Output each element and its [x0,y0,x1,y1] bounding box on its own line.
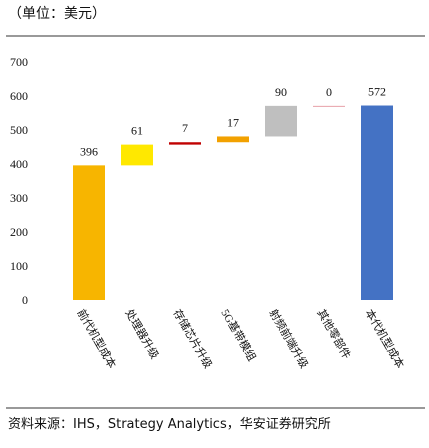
y-tick-label: 400 [10,157,28,171]
source-note: 资料来源：IHS，Strategy Analytics，华安证券研究所 [8,416,331,432]
bar [73,165,105,300]
bar [121,144,153,166]
y-tick-label: 700 [10,55,28,69]
y-tick-label: 200 [10,225,28,239]
value-label: 396 [80,144,98,158]
value-label: 17 [227,115,239,129]
x-tick-label: 本代机型成本 [362,307,407,371]
bar [313,105,345,107]
y-tick-label: 0 [22,293,28,307]
x-tick-label: 前代机型成本 [74,307,119,371]
bar [361,105,393,301]
value-label: 572 [368,85,386,99]
y-tick-label: 600 [10,89,28,103]
x-tick-label: 其他零部件 [314,307,354,362]
chart-subtitle: （单位：美元） [8,6,106,22]
x-tick-label: 5G基带模组 [218,307,259,364]
y-tick-label: 500 [10,123,28,137]
y-tick-label: 300 [10,191,28,205]
value-label: 0 [326,85,332,99]
x-tick-label: 存储芯片升级 [170,307,215,371]
x-tick-label: 射频前端升级 [266,307,311,371]
value-label: 7 [182,121,188,135]
value-label: 90 [275,85,287,99]
x-tick-label: 处理器升级 [122,307,161,361]
value-label: 61 [131,124,143,138]
bar [217,136,249,143]
bar [265,105,297,137]
bar [169,142,201,145]
y-tick-label: 100 [10,259,28,273]
